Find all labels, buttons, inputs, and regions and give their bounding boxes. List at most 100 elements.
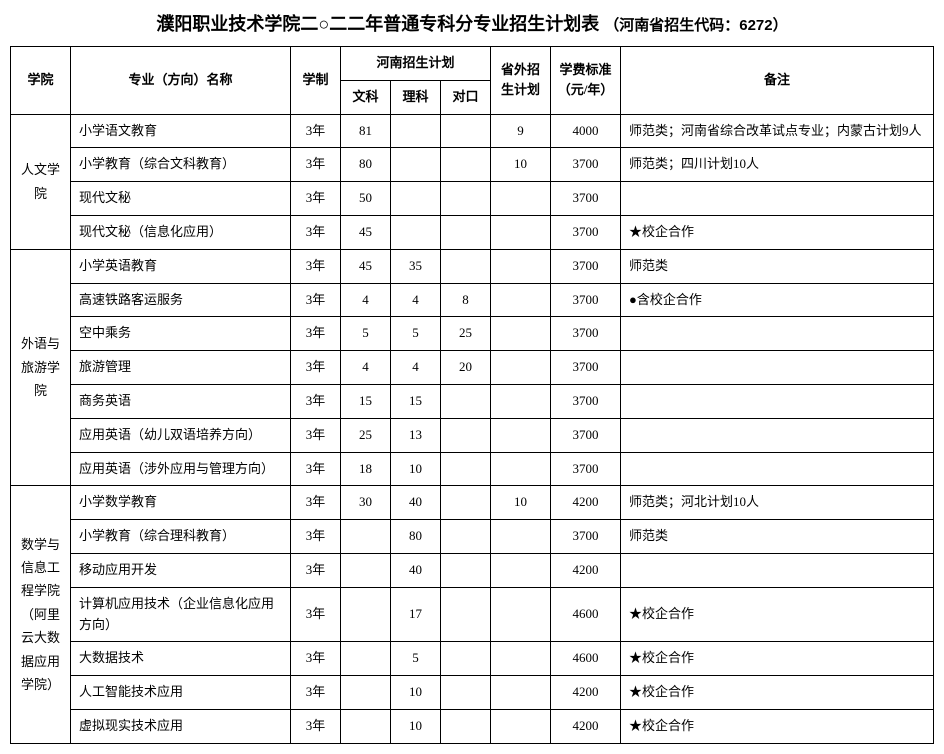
- table-row: 大数据技术3年54600★校企合作: [11, 642, 934, 676]
- cell-lk: 35: [391, 249, 441, 283]
- cell-years: 3年: [291, 317, 341, 351]
- cell-fee: 4200: [551, 676, 621, 710]
- cell-fee: 4200: [551, 486, 621, 520]
- cell-wk: [341, 553, 391, 587]
- table-row: 商务英语3年15153700: [11, 384, 934, 418]
- table-row: 外语与旅游学院小学英语教育3年45353700师范类: [11, 249, 934, 283]
- cell-lk: [391, 148, 441, 182]
- cell-wk: 30: [341, 486, 391, 520]
- cell-major: 虚拟现实技术应用: [71, 709, 291, 743]
- cell-dk: [441, 249, 491, 283]
- cell-note: [621, 384, 934, 418]
- cell-major: 现代文秘: [71, 182, 291, 216]
- cell-lk: 15: [391, 384, 441, 418]
- cell-out: 10: [491, 486, 551, 520]
- cell-fee: 4600: [551, 587, 621, 642]
- cell-dk: 25: [441, 317, 491, 351]
- cell-note: 师范类；四川计划10人: [621, 148, 934, 182]
- cell-note: [621, 182, 934, 216]
- table-row: 小学教育（综合理科教育）3年803700师范类: [11, 520, 934, 554]
- cell-note: ★校企合作: [621, 587, 934, 642]
- header-fee: 学费标准（元/年）: [551, 47, 621, 115]
- cell-lk: 5: [391, 642, 441, 676]
- cell-dk: [441, 709, 491, 743]
- cell-fee: 4200: [551, 553, 621, 587]
- cell-lk: 4: [391, 283, 441, 317]
- cell-major: 应用英语（幼儿双语培养方向）: [71, 418, 291, 452]
- cell-years: 3年: [291, 587, 341, 642]
- cell-wk: 81: [341, 114, 391, 148]
- cell-major: 小学语文教育: [71, 114, 291, 148]
- cell-fee: 3700: [551, 215, 621, 249]
- cell-lk: 10: [391, 676, 441, 710]
- enrollment-table: 学院 专业（方向）名称 学制 河南招生计划 省外招生计划 学费标准（元/年） 备…: [10, 46, 934, 744]
- table-row: 人工智能技术应用3年104200★校企合作: [11, 676, 934, 710]
- cell-out: [491, 182, 551, 216]
- cell-dk: [441, 452, 491, 486]
- cell-fee: 3700: [551, 317, 621, 351]
- cell-years: 3年: [291, 642, 341, 676]
- cell-note: 师范类: [621, 520, 934, 554]
- cell-lk: [391, 182, 441, 216]
- cell-dk: [441, 587, 491, 642]
- header-years: 学制: [291, 47, 341, 115]
- cell-fee: 4200: [551, 709, 621, 743]
- cell-note: [621, 317, 934, 351]
- cell-years: 3年: [291, 384, 341, 418]
- cell-note: ★校企合作: [621, 215, 934, 249]
- cell-out: [491, 452, 551, 486]
- cell-note: 师范类: [621, 249, 934, 283]
- cell-dk: [441, 520, 491, 554]
- cell-wk: 80: [341, 148, 391, 182]
- cell-fee: 4600: [551, 642, 621, 676]
- cell-years: 3年: [291, 452, 341, 486]
- cell-wk: 50: [341, 182, 391, 216]
- cell-out: [491, 215, 551, 249]
- cell-years: 3年: [291, 114, 341, 148]
- cell-wk: 25: [341, 418, 391, 452]
- cell-lk: 17: [391, 587, 441, 642]
- cell-major: 小学教育（综合文科教育）: [71, 148, 291, 182]
- table-row: 应用英语（幼儿双语培养方向）3年25133700: [11, 418, 934, 452]
- cell-wk: [341, 587, 391, 642]
- cell-lk: 5: [391, 317, 441, 351]
- table-row: 虚拟现实技术应用3年104200★校企合作: [11, 709, 934, 743]
- cell-dk: 8: [441, 283, 491, 317]
- cell-wk: [341, 676, 391, 710]
- cell-lk: 40: [391, 486, 441, 520]
- cell-years: 3年: [291, 520, 341, 554]
- cell-major: 移动应用开发: [71, 553, 291, 587]
- table-row: 计算机应用技术（企业信息化应用方向）3年174600★校企合作: [11, 587, 934, 642]
- cell-years: 3年: [291, 418, 341, 452]
- cell-wk: 45: [341, 215, 391, 249]
- cell-years: 3年: [291, 182, 341, 216]
- page-title: 濮阳职业技术学院二○二二年普通专科分专业招生计划表 （河南省招生代码：6272）: [10, 10, 934, 36]
- cell-out: [491, 676, 551, 710]
- table-row: 现代文秘3年503700: [11, 182, 934, 216]
- cell-lk: [391, 215, 441, 249]
- cell-major: 小学英语教育: [71, 249, 291, 283]
- cell-major: 人工智能技术应用: [71, 676, 291, 710]
- cell-fee: 3700: [551, 418, 621, 452]
- cell-note: [621, 553, 934, 587]
- header-out: 省外招生计划: [491, 47, 551, 115]
- cell-dk: [441, 486, 491, 520]
- cell-out: [491, 587, 551, 642]
- cell-wk: 4: [341, 283, 391, 317]
- cell-wk: 15: [341, 384, 391, 418]
- cell-dk: [441, 418, 491, 452]
- cell-wk: [341, 709, 391, 743]
- cell-years: 3年: [291, 486, 341, 520]
- cell-out: [491, 553, 551, 587]
- title-sub: （河南省招生代码：6272）: [604, 17, 787, 34]
- cell-major: 商务英语: [71, 384, 291, 418]
- cell-dk: [441, 553, 491, 587]
- cell-fee: 3700: [551, 148, 621, 182]
- college-cell: 外语与旅游学院: [11, 249, 71, 486]
- cell-out: [491, 249, 551, 283]
- cell-fee: 3700: [551, 283, 621, 317]
- cell-lk: [391, 114, 441, 148]
- cell-lk: 10: [391, 452, 441, 486]
- header-dk: 对口: [441, 80, 491, 114]
- table-row: 现代文秘（信息化应用）3年453700★校企合作: [11, 215, 934, 249]
